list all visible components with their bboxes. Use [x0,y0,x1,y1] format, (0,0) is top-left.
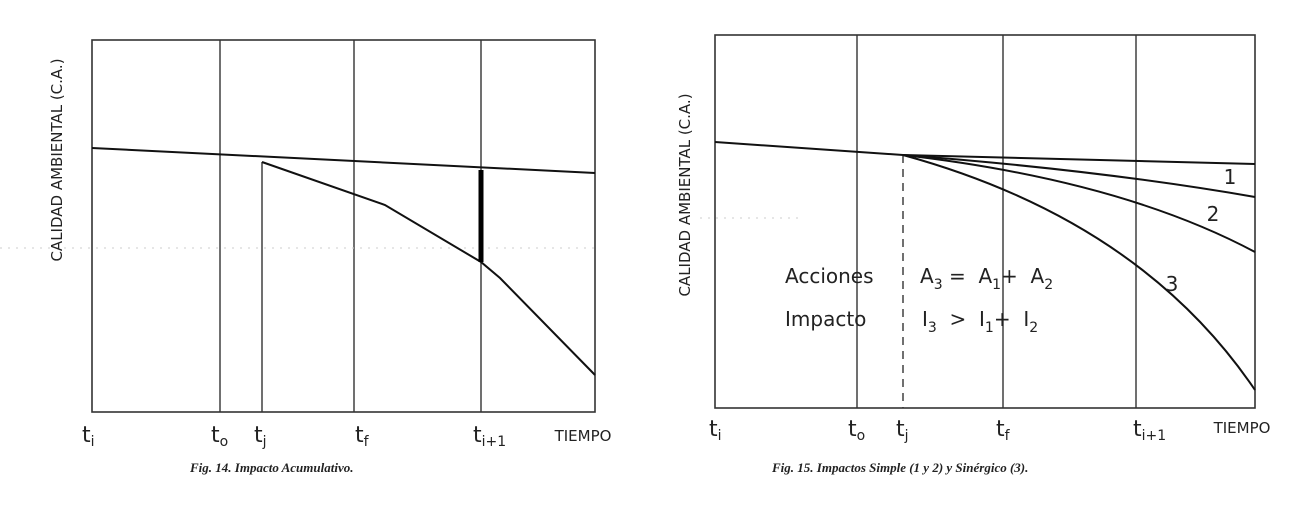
x-label: ti+1 [473,423,506,450]
x-axis-label: TIEMPO [1213,419,1271,437]
eq-part: + A [1001,264,1044,288]
x-label-sub: j [262,434,267,450]
x-label-sub: i [91,434,95,450]
eq-part: = A [943,264,993,288]
x-label: to [848,417,865,444]
caption: Fig. 15. Impactos Simple (1 y 2) y Sinér… [771,460,1028,475]
eq-sub: 1 [985,320,994,336]
impact-line [261,161,596,376]
figure-right: 1 2 3 Acciones A3 = A1+ A2 Impacto I3 > … [676,34,1271,475]
x-label-sub: f [364,434,370,450]
plot-frame [714,34,1256,409]
x-label: ti [82,423,95,450]
x-label-base: t [896,417,905,442]
x-label: tj [254,423,267,450]
curve-1 [902,154,1256,198]
eq-part: I [922,307,928,331]
row-label: Acciones [785,264,874,288]
x-label: tf [996,417,1011,444]
baseline [91,147,596,174]
x-label-sub: o [857,428,866,444]
x-label-base: t [996,417,1005,442]
x-label-sub: j [904,428,909,444]
eq-sub: 2 [1044,277,1053,293]
equation: I3 > I1+ I2 [922,307,1038,336]
eq-sub: 3 [934,277,943,293]
figure-left: CALIDAD AMBIENTAL (C.A.) ti to tj tf ti+1 TI… [0,39,612,475]
eq-sub: 3 [928,320,937,336]
x-label-base: t [211,423,220,448]
eq-part: > I [937,307,985,331]
x-label-sub: i [718,428,722,444]
x-label-base: t [1133,417,1142,442]
x-label-sub: i+1 [482,434,507,450]
x-label-base: t [254,423,263,448]
x-label: tf [355,423,370,450]
curve-3 [902,154,1256,391]
caption: Fig. 14. Impacto Acumulativo. [189,460,353,475]
x-label-sub: o [220,434,229,450]
x-label-sub: f [1005,428,1011,444]
x-labels: ti to tj tf ti+1 [82,423,506,450]
x-label-base: t [473,423,482,448]
eq-part: + I [994,307,1029,331]
x-label-base: t [82,423,91,448]
curve-label: 1 [1224,165,1237,189]
curve-2 [902,154,1256,253]
x-label-base: t [355,423,364,448]
x-label: ti+1 [1133,417,1166,444]
y-label: CALIDAD AMBIENTAL (C.A.) [48,58,66,261]
plot-frame [91,39,596,413]
x-label: to [211,423,228,450]
row-label: Impacto [785,307,866,331]
x-label: tj [896,417,909,444]
baseline [714,141,1256,165]
x-label: ti [709,417,722,444]
x-axis-label: TIEMPO [554,427,612,445]
equation: A3 = A1+ A2 [920,264,1053,293]
y-label: CALIDAD AMBIENTAL (C.A.) [676,93,694,296]
x-label-sub: i+1 [1142,428,1167,444]
x-label-base: t [709,417,718,442]
eq-sub: 2 [1029,320,1038,336]
curve-label: 2 [1207,202,1220,226]
curve-label: 3 [1166,272,1179,296]
eq-part: A [920,264,934,288]
eq-sub: 1 [992,277,1001,293]
x-label-base: t [848,417,857,442]
x-labels: ti to tj tf ti+1 [709,417,1166,444]
